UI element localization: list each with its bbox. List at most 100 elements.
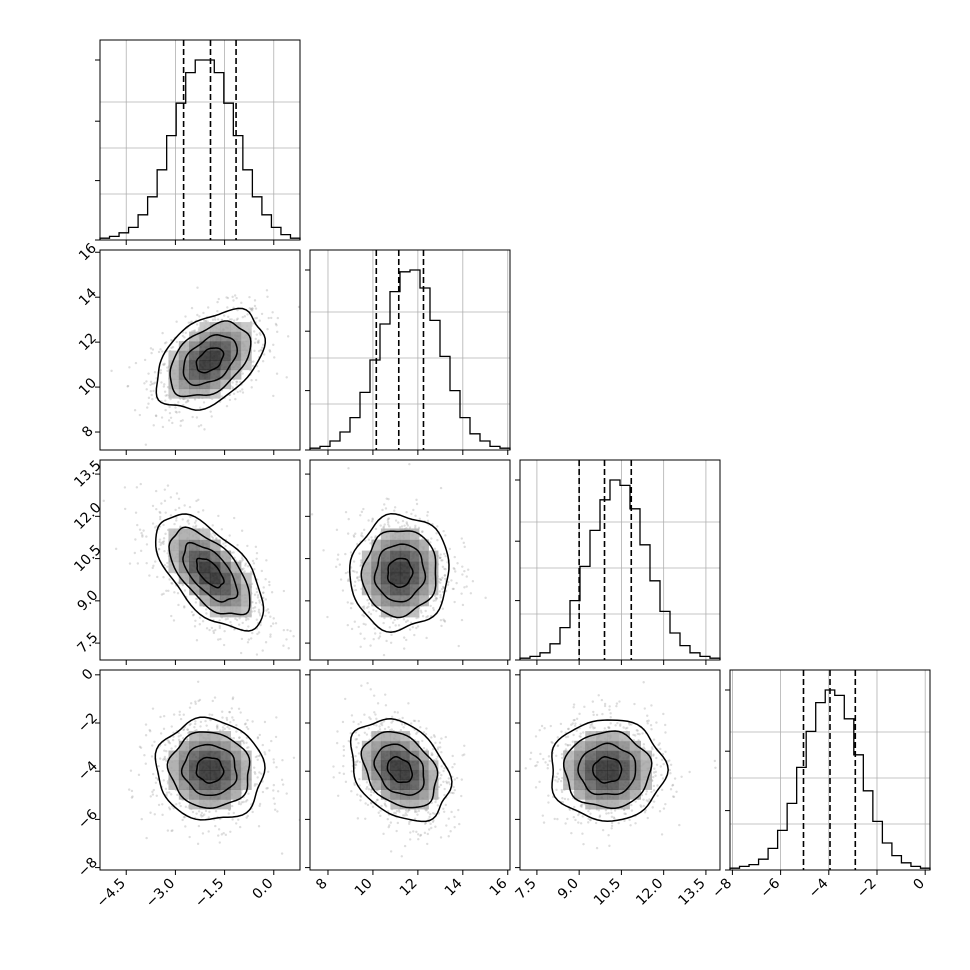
contour-line [195, 347, 225, 374]
scatter-point [357, 722, 360, 726]
density-cell [230, 594, 242, 607]
scatter-point [280, 778, 284, 782]
scatter-point [396, 821, 400, 825]
scatter-point [404, 812, 407, 815]
scatter-point [406, 524, 410, 527]
scatter-point [286, 335, 290, 338]
scatter-point [447, 781, 451, 784]
scatter-point [236, 308, 239, 312]
scatter-point [194, 524, 198, 527]
scatter-point [421, 530, 424, 534]
scatter-point [162, 542, 165, 546]
scatter-point [259, 623, 262, 627]
scatter-point [261, 360, 265, 363]
scatter-point [403, 814, 406, 817]
scatter-point [223, 727, 227, 731]
scatter-point [390, 715, 394, 719]
scatter-point [216, 727, 219, 730]
scatter-point [196, 680, 200, 683]
scatter-point [372, 694, 376, 697]
scatter-point [179, 734, 182, 737]
density-cell [390, 731, 401, 742]
scatter-point [265, 609, 268, 612]
scatter-point [438, 556, 442, 560]
density-cell [189, 331, 200, 342]
scatter-point [652, 738, 656, 741]
scatter-point [433, 812, 436, 816]
scatter-point [423, 822, 427, 826]
density-cell [240, 594, 252, 607]
scatter-point [411, 626, 414, 629]
scatter-point [439, 777, 442, 780]
scatter-point [221, 726, 225, 729]
scatter-point [217, 514, 220, 518]
scatter-point [369, 612, 373, 616]
scatter-point [442, 810, 446, 813]
scatter-point [197, 327, 201, 330]
scatter-point [463, 545, 466, 549]
scatter-point [257, 825, 261, 828]
scatter-point [216, 638, 220, 641]
scatter-point [157, 350, 161, 354]
scatter-point [175, 411, 178, 414]
scatter-point [419, 609, 423, 612]
scatter-point [420, 611, 423, 614]
scatter-point [220, 833, 224, 836]
scatter-point [439, 556, 442, 559]
scatter-point [390, 728, 393, 731]
density-cell [380, 605, 391, 618]
scatter-point [260, 312, 264, 316]
scatter-point [429, 813, 432, 816]
scatter-point [408, 808, 411, 812]
contour-line [195, 756, 225, 784]
scatter-point [194, 722, 197, 726]
scatter-point [193, 725, 196, 729]
density-cell [230, 583, 242, 596]
scatter-point [151, 504, 155, 508]
scatter-point [241, 558, 245, 562]
scatter-point [344, 780, 348, 784]
scatter-point [400, 525, 404, 528]
scatter-point [235, 296, 238, 300]
scatter-point [430, 736, 433, 739]
density-cell [209, 360, 221, 371]
scatter-point [169, 793, 173, 796]
scatter-point [151, 348, 155, 351]
scatter-point [210, 713, 214, 717]
scatter-point [167, 419, 171, 422]
scatter-point [246, 727, 250, 731]
scatter-point [413, 817, 417, 821]
scatter-point [244, 564, 247, 567]
scatter-point [232, 811, 235, 815]
scatter-point [378, 725, 381, 728]
scatter-point [216, 725, 219, 729]
scatter-point [194, 720, 197, 723]
scatter-point [378, 728, 382, 731]
scatter-point [190, 320, 193, 323]
density-cell [361, 583, 372, 596]
scatter-point [152, 382, 155, 385]
contour-line [154, 716, 266, 821]
scatter-point [138, 413, 142, 417]
density-cell [240, 750, 252, 761]
density-cell [220, 760, 232, 771]
scatter-point [415, 732, 418, 735]
scatter-point [406, 810, 409, 813]
scatter-point [162, 576, 165, 579]
scatter-point [375, 717, 378, 721]
scatter-point [155, 776, 158, 780]
scatter-point [354, 588, 358, 592]
density-cell [189, 779, 200, 790]
scatter-point [373, 632, 377, 635]
scatter-point [255, 557, 258, 560]
scatter-point [366, 785, 369, 789]
scatter-point [359, 632, 362, 635]
scatter-point [417, 719, 420, 723]
scatter-point [232, 392, 236, 396]
scatter-point [379, 632, 382, 635]
scatter-point [272, 394, 275, 398]
scatter-point [425, 636, 428, 640]
scatter-point [235, 318, 239, 321]
scatter-point [462, 541, 465, 545]
density-cell [230, 331, 242, 342]
